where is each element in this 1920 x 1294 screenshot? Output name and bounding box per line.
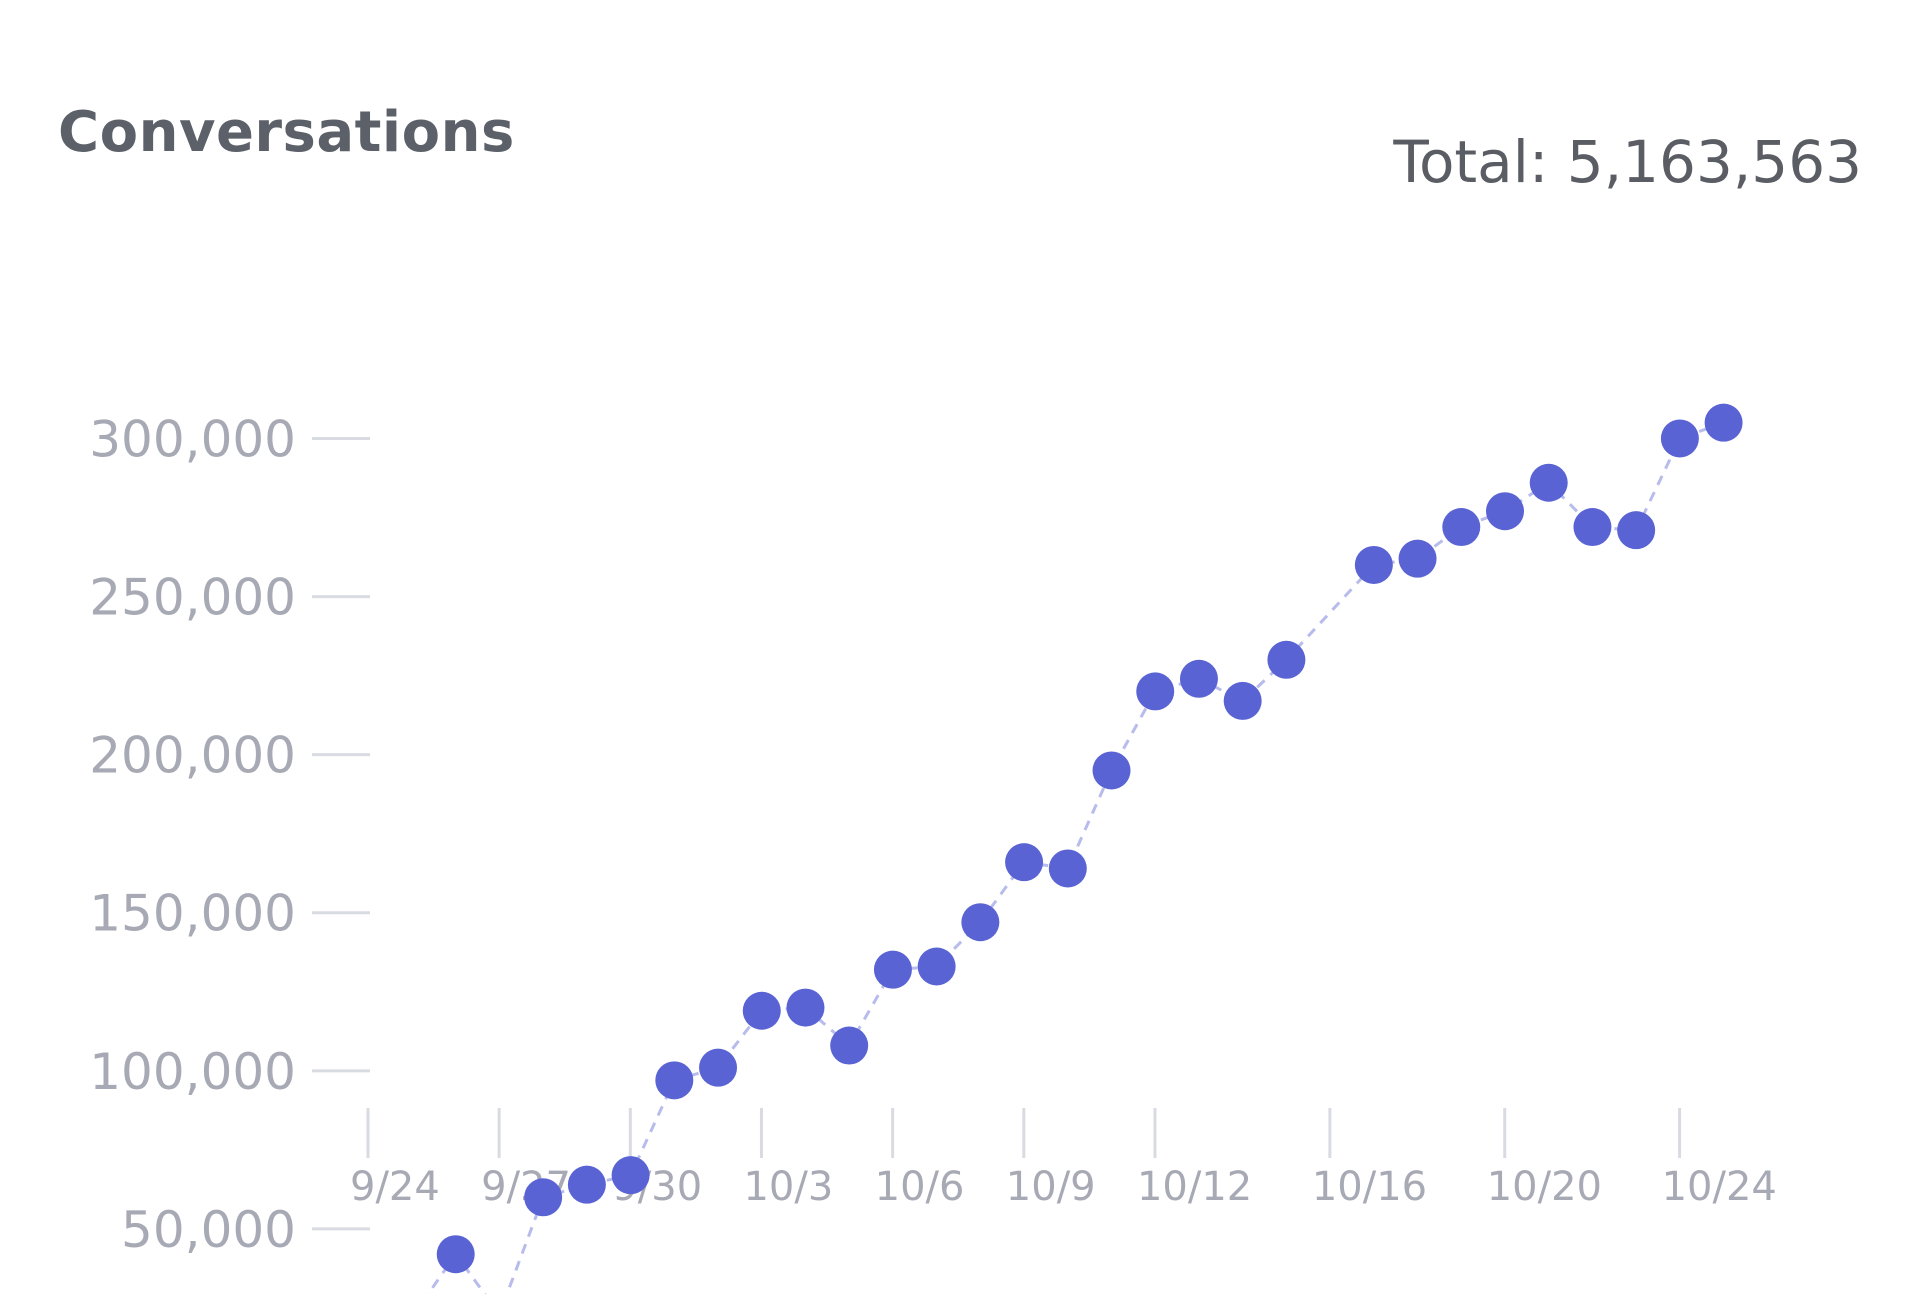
data-point — [1092, 751, 1131, 790]
data-point — [873, 950, 912, 989]
data-point — [1136, 672, 1175, 711]
data-point — [436, 1235, 475, 1274]
data-point — [1529, 463, 1568, 502]
data-point — [1617, 511, 1656, 550]
x-axis: 9/24 9/27 9/30 10/3 10/6 10/9 10/12 10/16 10/20 1… — [350, 1108, 1777, 1210]
x-tick-label: 10/9 — [1006, 1164, 1096, 1210]
chart-title: Conversations — [58, 100, 515, 165]
data-point — [742, 991, 781, 1030]
trend-line — [426, 421, 1725, 1294]
data-point — [611, 1156, 650, 1195]
y-tick-label: 200,000 — [89, 727, 296, 785]
data-point — [1005, 843, 1044, 882]
x-tick-label: 10/3 — [743, 1164, 833, 1210]
data-point — [1223, 681, 1262, 720]
data-point — [699, 1048, 738, 1087]
data-point — [1486, 492, 1524, 531]
data-point — [1704, 403, 1743, 442]
x-tick-label: 10/20 — [1487, 1164, 1602, 1210]
trend-line-path — [426, 421, 1725, 1294]
y-tick-label: 150,000 — [89, 885, 296, 943]
total-count: Total: 5,163,563 — [1393, 128, 1862, 196]
data-point — [1398, 539, 1437, 578]
data-point — [1179, 659, 1218, 698]
data-point — [1442, 508, 1481, 547]
y-axis: 50,000 100,000 150,000 200,000 250,000 300,00… — [89, 410, 370, 1259]
x-tick-label: 10/12 — [1137, 1164, 1252, 1210]
data-point — [1267, 640, 1306, 679]
y-tick-label: 100,000 — [89, 1043, 296, 1101]
data-point — [961, 903, 1000, 942]
data-point — [786, 988, 825, 1027]
data-point — [1660, 419, 1699, 458]
data-points — [436, 403, 1743, 1274]
data-point — [524, 1178, 563, 1217]
x-tick-label: 10/6 — [875, 1164, 965, 1210]
data-point — [1573, 508, 1612, 547]
y-tick-label: 50,000 — [121, 1201, 296, 1259]
x-tick-label: 9/24 — [350, 1164, 440, 1210]
y-tick-label: 250,000 — [89, 569, 296, 627]
x-tick-label: 10/16 — [1312, 1164, 1427, 1210]
x-tick-label: 10/24 — [1662, 1164, 1777, 1210]
data-point — [1354, 545, 1393, 584]
data-point — [917, 947, 956, 986]
data-point — [567, 1165, 606, 1204]
data-point — [655, 1061, 694, 1100]
y-tick-label: 300,000 — [89, 410, 296, 468]
data-point — [830, 1026, 869, 1065]
data-point — [1048, 849, 1087, 888]
